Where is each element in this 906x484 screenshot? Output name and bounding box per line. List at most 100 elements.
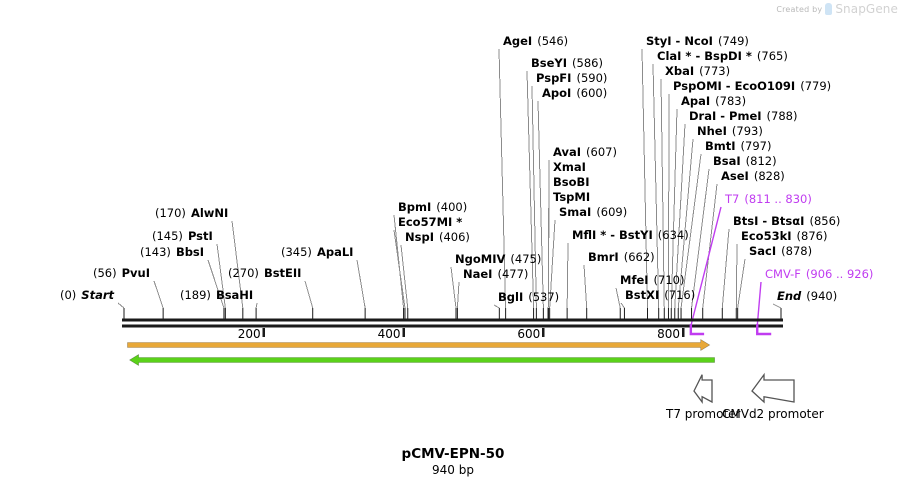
site-label-bsai[interactable]: BsaI (812) bbox=[713, 154, 777, 168]
site-label-drai-pmei[interactable]: DraI - PmeI (788) bbox=[689, 109, 798, 123]
site-position: (811 .. 830) bbox=[744, 192, 812, 206]
site-name: PstI bbox=[187, 229, 213, 243]
site-label-bgli[interactable]: BglI (537) bbox=[498, 290, 560, 304]
site-name: BsaHI bbox=[215, 288, 254, 302]
site-position: (828) bbox=[753, 169, 785, 183]
site-label-pspomi[interactable]: PspOMI - EcoO109I (779) bbox=[673, 79, 832, 93]
site-label-ngomiv[interactable]: NgoMIV (475) bbox=[455, 253, 541, 266]
site-label-mfei[interactable]: MfeI (710) bbox=[620, 273, 685, 287]
ruler-tick-600: 600 bbox=[517, 327, 541, 341]
site-label-clai-bspdi[interactable]: ClaI * - BspDI * (765) bbox=[657, 50, 788, 63]
site-label-eco57mi[interactable]: Eco57MI * bbox=[398, 216, 467, 229]
site-label-bstell[interactable]: (270) BstEII bbox=[228, 266, 302, 280]
site-label-asei[interactable]: AseI (828) bbox=[721, 169, 785, 183]
site-label-tspmi[interactable]: TspMI bbox=[553, 190, 595, 204]
site-label-apali[interactable]: (345) ApaLI bbox=[281, 245, 354, 259]
site-name: BstXI bbox=[625, 288, 660, 302]
site-label-xbai[interactable]: XbaI (773) bbox=[665, 64, 731, 78]
watermark-created-by: Created by bbox=[776, 4, 823, 14]
site-label-nspi[interactable]: NspI (406) bbox=[405, 231, 470, 244]
site-label-btsi[interactable]: BtsI - BtsαI (856) bbox=[733, 214, 840, 228]
snapgene-bookmark-icon bbox=[825, 3, 833, 15]
snapgene-watermark: Created by SnapGene bbox=[776, 2, 898, 16]
site-label-bpmi[interactable]: BpmI (400) bbox=[398, 201, 467, 214]
site-label-bstxi[interactable]: BstXI (716) bbox=[625, 288, 695, 302]
site-label-alwni[interactable]: (170) AlwNI bbox=[155, 206, 228, 220]
site-name: AseI bbox=[721, 169, 749, 183]
site-position: (876) bbox=[796, 229, 828, 243]
site-position: (662) bbox=[623, 250, 655, 264]
site-position: (878) bbox=[781, 244, 813, 258]
site-label-saci[interactable]: SacI (878) bbox=[749, 244, 813, 258]
site-name: T7 bbox=[725, 192, 740, 206]
site-name: BsoBI bbox=[553, 175, 590, 189]
site-position: (0) bbox=[60, 288, 77, 302]
site-name: SacI bbox=[749, 244, 777, 258]
site-name: BsaI bbox=[713, 154, 741, 168]
site-label-bmti[interactable]: BmtI (797) bbox=[705, 139, 772, 153]
site-name: CMV-F bbox=[765, 267, 801, 281]
watermark-brand: SnapGene bbox=[835, 2, 898, 16]
site-label-bsobi[interactable]: BsoBI bbox=[553, 175, 595, 189]
site-label-xmai[interactable]: XmaI bbox=[553, 160, 591, 174]
site-position: (797) bbox=[740, 139, 772, 153]
site-position: (788) bbox=[766, 109, 798, 123]
site-name: SmaI bbox=[559, 205, 592, 219]
promoter-arrow-cmvd2-promoter bbox=[751, 372, 795, 404]
site-name: PspFI bbox=[536, 71, 572, 85]
site-label-eco53ki[interactable]: Eco53kI (876) bbox=[741, 229, 828, 243]
site-position: (145) bbox=[152, 229, 183, 243]
site-label-end[interactable]: End (940) bbox=[777, 290, 837, 303]
site-position: (779) bbox=[800, 79, 832, 93]
site-label-styi-ncoi[interactable]: StyI - NcoI (749) bbox=[646, 34, 749, 48]
site-position: (812) bbox=[745, 154, 777, 168]
site-label-bbsi[interactable]: (143) BbsI bbox=[140, 246, 204, 259]
site-label-bseyi[interactable]: BseYI (586) bbox=[531, 57, 603, 70]
site-label-pvui[interactable]: (56) PvuI bbox=[93, 266, 150, 280]
site-position: (749) bbox=[717, 34, 749, 48]
site-label-psti[interactable]: (145) PstI bbox=[152, 229, 213, 243]
site-position: (170) bbox=[155, 206, 186, 220]
site-label-naei[interactable]: NaeI (477) bbox=[463, 267, 528, 281]
site-position: (710) bbox=[653, 273, 685, 287]
site-label-avai[interactable]: AvaI (607) bbox=[553, 146, 617, 159]
site-label-apoi[interactable]: ApoI (600) bbox=[542, 86, 607, 100]
site-label-bsahi[interactable]: (189) BsaHI bbox=[180, 288, 254, 302]
site-label-pspfi[interactable]: PspFI (590) bbox=[536, 71, 608, 85]
site-label-t7[interactable]: T7 (811 .. 830) bbox=[725, 192, 812, 206]
promoter-label-t7-promoter[interactable]: T7 promoter bbox=[666, 407, 741, 421]
site-label-apai[interactable]: ApaI (783) bbox=[681, 95, 746, 108]
site-label-mfli-bstyi[interactable]: MflI * - BstYI (634) bbox=[572, 228, 689, 242]
site-label-agei[interactable]: AgeI (546) bbox=[503, 34, 569, 48]
site-position: (345) bbox=[281, 245, 312, 259]
ruler-tick-400: 400 bbox=[377, 327, 401, 341]
site-name: XmaI bbox=[553, 160, 586, 174]
site-name: MflI * - BstYI bbox=[572, 228, 653, 242]
site-position: (537) bbox=[528, 290, 560, 304]
site-name: ApaLI bbox=[316, 245, 354, 259]
site-label-nhei[interactable]: NheI (793) bbox=[697, 124, 763, 138]
site-name: BtsI - BtsαI bbox=[733, 214, 805, 228]
site-name: BmtI bbox=[705, 139, 736, 153]
site-position: (773) bbox=[699, 64, 731, 78]
site-name: NaeI bbox=[463, 267, 493, 281]
site-name: Start bbox=[81, 288, 115, 302]
site-label-smai[interactable]: SmaI (609) bbox=[559, 205, 627, 219]
site-name: BstEII bbox=[263, 266, 302, 280]
site-position: (590) bbox=[576, 71, 608, 85]
site-name: PvuI bbox=[121, 266, 150, 280]
site-name: ApoI bbox=[542, 86, 572, 100]
site-position: (906 .. 926) bbox=[805, 267, 874, 281]
site-label-cmv-f[interactable]: CMV-F (906 .. 926) bbox=[765, 267, 874, 281]
site-name: TspMI bbox=[553, 190, 591, 204]
ruler-tick-800: 800 bbox=[657, 327, 681, 341]
site-label-start[interactable]: (0) Start bbox=[60, 288, 115, 302]
site-name: NheI bbox=[697, 124, 727, 138]
site-position: (546) bbox=[537, 34, 569, 48]
promoter-label-cmvd2-promoter[interactable]: CMVd2 promoter bbox=[722, 407, 824, 421]
site-position: (793) bbox=[731, 124, 763, 138]
site-label-bmri[interactable]: BmrI (662) bbox=[588, 250, 655, 264]
site-name: PspOMI - EcoO109I bbox=[673, 79, 796, 93]
